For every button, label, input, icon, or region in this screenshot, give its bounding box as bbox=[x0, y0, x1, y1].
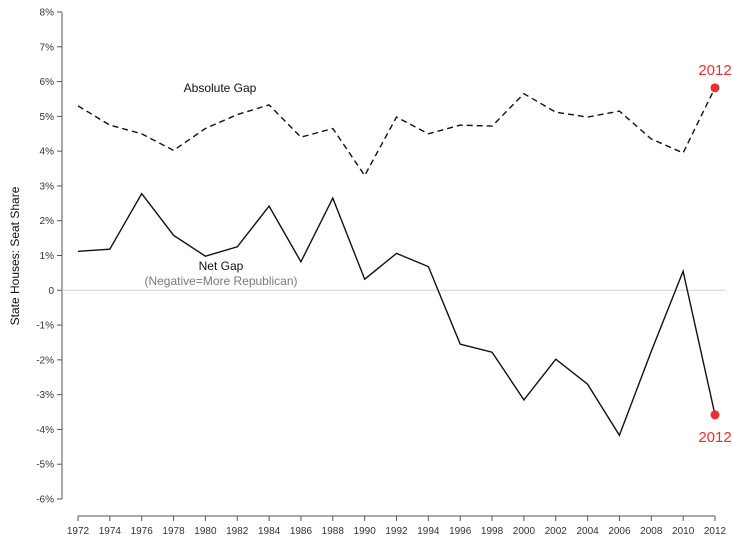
x-tick-label: 1988 bbox=[322, 526, 345, 537]
net-gap-label: Net Gap bbox=[199, 259, 244, 273]
x-tick-label: 1990 bbox=[354, 526, 377, 537]
x-tick-label: 2002 bbox=[545, 526, 568, 537]
y-tick-label: -3% bbox=[36, 390, 54, 401]
x-tick-label: 2008 bbox=[640, 526, 663, 537]
x-tick-label: 1984 bbox=[258, 526, 281, 537]
y-tick-label: -2% bbox=[36, 355, 54, 366]
y-tick-label: 6% bbox=[40, 77, 55, 88]
absolute-gap-line bbox=[77, 87, 716, 177]
x-tick-label: 2004 bbox=[576, 526, 599, 537]
y-tick-label: 1% bbox=[40, 251, 55, 262]
absolute-gap-2012-point bbox=[710, 83, 720, 93]
highlight-label-net: 2012 bbox=[698, 429, 731, 446]
y-tick-label: 0 bbox=[48, 286, 54, 297]
y-tick-label: 2% bbox=[40, 216, 55, 227]
y-tick-label: -6% bbox=[36, 495, 54, 506]
y-tick-label: -1% bbox=[36, 321, 54, 332]
y-axis-title: State Houses: Seat Share bbox=[8, 186, 22, 325]
absolute-gap-label: Absolute Gap bbox=[184, 81, 257, 95]
y-tick-label: -4% bbox=[36, 425, 54, 436]
x-tick-label: 1972 bbox=[67, 526, 90, 537]
x-tick-label: 1986 bbox=[290, 526, 313, 537]
x-tick-label: 1992 bbox=[385, 526, 408, 537]
y-tick-label: 4% bbox=[40, 147, 55, 158]
series-lines bbox=[77, 87, 716, 437]
x-tick-label: 1998 bbox=[481, 526, 504, 537]
y-tick-label: 3% bbox=[40, 181, 55, 192]
net-gap-sublabel: (Negative=More Republican) bbox=[144, 274, 297, 288]
x-tick-label: 2000 bbox=[513, 526, 536, 537]
x-tick-label: 1980 bbox=[194, 526, 217, 537]
x-tick-label: 2010 bbox=[672, 526, 695, 537]
net-gap-2012-point bbox=[710, 410, 720, 420]
x-tick-label: 1978 bbox=[162, 526, 185, 537]
y-tick-label: 5% bbox=[40, 112, 55, 123]
x-tick-label: 1974 bbox=[99, 526, 122, 537]
x-tick-label: 1996 bbox=[449, 526, 472, 537]
highlight-label-absolute: 2012 bbox=[698, 62, 731, 79]
x-tick-label: 1982 bbox=[226, 526, 249, 537]
y-tick-label: 8% bbox=[40, 8, 55, 19]
x-tick-label: 2012 bbox=[704, 526, 727, 537]
x-axis: 1972 1974 1976 1978 1980 1982 1984 1986 1988 1990… bbox=[67, 515, 727, 537]
y-tick-label: -5% bbox=[36, 460, 54, 471]
highlight-points bbox=[710, 83, 720, 420]
x-tick-label: 1994 bbox=[417, 526, 440, 537]
y-axis: -6% -5% -4% -3% -2% -1% 0 1% 2% 3% 4% 5% 6% 7% 8% bbox=[36, 8, 63, 506]
y-tick-label: 7% bbox=[40, 42, 55, 53]
x-tick-label: 1976 bbox=[131, 526, 154, 537]
x-tick-label: 2006 bbox=[608, 526, 631, 537]
net-gap-line bbox=[77, 192, 716, 437]
